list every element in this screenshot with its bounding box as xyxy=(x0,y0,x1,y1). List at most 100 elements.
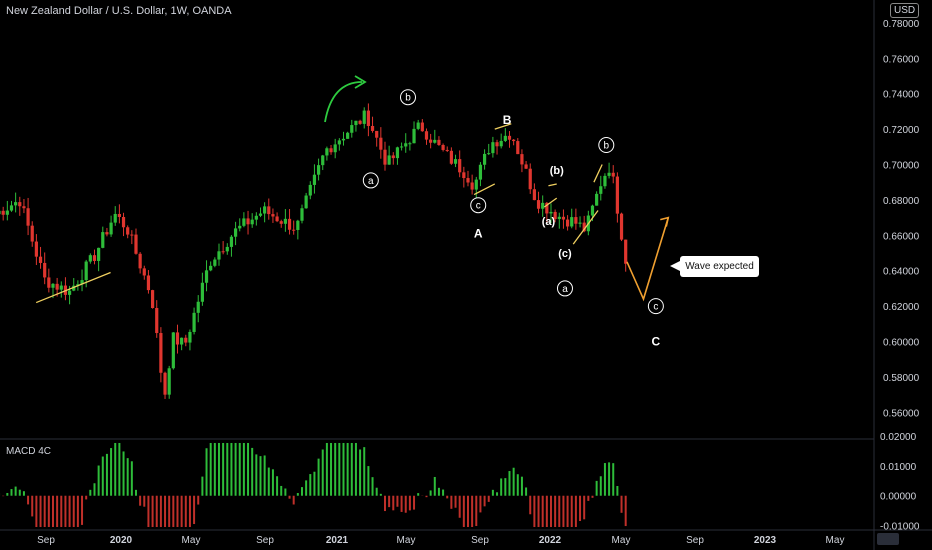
projection-arrowhead xyxy=(660,216,670,227)
time-tick-label: May xyxy=(826,535,845,546)
candle-body xyxy=(370,125,375,131)
wave-label: a xyxy=(562,284,568,295)
candle-body xyxy=(416,122,420,129)
candle-body xyxy=(22,206,26,209)
price-tick-label: 0.76000 xyxy=(883,54,920,65)
green-arrowhead xyxy=(354,75,367,89)
currency-button[interactable]: USD xyxy=(890,3,920,18)
wave-label: c xyxy=(476,201,481,212)
candle-body xyxy=(292,229,296,231)
candle-body xyxy=(130,234,134,236)
candle-body xyxy=(105,232,109,235)
candle-body xyxy=(113,213,117,223)
candle-body xyxy=(495,142,499,147)
candle-body xyxy=(478,164,483,180)
trendline xyxy=(543,197,558,208)
candle-body xyxy=(624,239,628,264)
candle-body xyxy=(541,202,545,209)
candle-body xyxy=(271,214,275,217)
candle-body xyxy=(184,337,188,343)
candle-body xyxy=(51,283,55,288)
candle-body xyxy=(375,130,379,138)
candle-body xyxy=(482,153,487,165)
candle-body xyxy=(138,253,142,269)
candle-body xyxy=(88,255,92,262)
candle-body xyxy=(76,284,80,286)
price-tick-label: 0.70000 xyxy=(883,160,920,171)
candle-body xyxy=(420,122,424,132)
wave-label-circle xyxy=(470,197,487,214)
time-tick-label: May xyxy=(612,535,631,546)
candle-body xyxy=(14,202,18,206)
candle-body xyxy=(146,275,151,291)
candle-body xyxy=(379,137,383,150)
candle-body xyxy=(362,110,366,124)
candle-body xyxy=(275,216,279,222)
candle-body xyxy=(47,277,51,288)
candle-body xyxy=(204,270,209,283)
price-tick-label: 0.58000 xyxy=(883,373,920,384)
macd-tick-label: -0.01000 xyxy=(880,522,920,533)
candle-body xyxy=(55,283,59,290)
candle-body xyxy=(578,222,582,224)
green-arrow xyxy=(324,81,363,123)
price-tick-label: 0.64000 xyxy=(883,267,920,278)
trendline xyxy=(35,271,111,304)
candle-body xyxy=(474,179,478,190)
candle-body xyxy=(512,139,516,142)
candle-body xyxy=(213,259,217,266)
wave-label: B xyxy=(503,113,512,127)
candle-body xyxy=(72,285,76,291)
candle-body xyxy=(126,227,130,235)
candle-body xyxy=(603,175,607,187)
candle-body xyxy=(171,332,175,369)
candle-body xyxy=(188,331,192,343)
candle-body xyxy=(462,172,466,179)
candle-body xyxy=(180,337,184,345)
candle-body xyxy=(1,210,5,215)
candle-body xyxy=(470,182,474,190)
wave-label-circle xyxy=(556,280,573,297)
candle-body xyxy=(242,218,246,226)
candle-body xyxy=(574,217,578,224)
candle-body xyxy=(5,210,9,215)
candle-body xyxy=(358,120,362,124)
candle-body xyxy=(565,219,570,227)
candle-body xyxy=(611,172,615,177)
candle-body xyxy=(325,148,329,156)
candle-body xyxy=(308,184,312,196)
candle-body xyxy=(557,216,561,220)
candle-body xyxy=(167,368,171,395)
candle-body xyxy=(424,131,429,140)
candle-body xyxy=(491,142,495,154)
candle-body xyxy=(175,332,180,345)
candle-body xyxy=(200,282,204,302)
candle-body xyxy=(43,262,47,278)
candle-body xyxy=(520,154,524,165)
candle-body xyxy=(408,143,412,145)
time-tick-label: Sep xyxy=(37,535,55,546)
price-tick-label: 0.60000 xyxy=(883,338,920,349)
wave-label: b xyxy=(604,141,610,152)
candle-body xyxy=(217,251,221,260)
candle-body xyxy=(101,232,105,248)
candle-body xyxy=(117,213,121,217)
candle-body xyxy=(300,208,304,221)
candle-body xyxy=(283,218,287,224)
price-tick-label: 0.78000 xyxy=(883,19,920,30)
candle-body xyxy=(0,210,1,215)
time-tick-label: May xyxy=(397,535,416,546)
candle-body xyxy=(155,308,159,334)
time-tick-label: Sep xyxy=(256,535,274,546)
candle-body xyxy=(395,147,400,159)
candle-body xyxy=(453,159,458,164)
candle-body xyxy=(570,217,574,227)
macd-title: MACD 4C xyxy=(6,446,52,457)
projection-path xyxy=(626,217,670,302)
candle-body xyxy=(545,202,549,214)
macd-tick-label: 0.01000 xyxy=(880,462,917,473)
candle-body xyxy=(346,132,350,139)
wave-label: (c) xyxy=(558,248,572,260)
candle-body xyxy=(341,138,346,141)
candle-body xyxy=(263,206,267,214)
